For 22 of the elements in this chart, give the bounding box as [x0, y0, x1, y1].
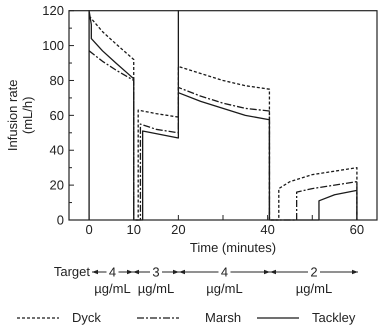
y-tick-label: 80	[50, 72, 64, 88]
text: Target	[54, 264, 90, 279]
x-tick-label: 0	[85, 222, 93, 237]
y-tick-label: 60	[50, 108, 64, 123]
x-tick-label: 20	[171, 222, 186, 237]
y-tick-label: 120	[42, 3, 64, 18]
text: 2 µg/mL	[296, 264, 332, 296]
y-axis-title: Infusion rate (mL/h)	[5, 80, 35, 152]
y-tick-label: 0	[56, 212, 64, 228]
legend-label: Tackley	[312, 310, 356, 325]
y-tick-label: 100	[42, 38, 64, 54]
x-tick-label: 40	[260, 222, 275, 237]
x-axis-title: Time (minutes)	[190, 240, 276, 255]
text: 4 µg/mL	[94, 264, 131, 296]
legend-label: Marsh	[205, 310, 242, 325]
text: 4 µg/mL	[206, 264, 243, 296]
x-tick-label: 10	[126, 222, 141, 237]
x-tick-label: 60	[350, 222, 364, 237]
text: 3 µg/mL	[138, 264, 174, 296]
y-tick-label: 40	[50, 142, 64, 158]
y-tick-label: 20	[50, 178, 64, 193]
legend-label: Dyck	[72, 310, 102, 325]
